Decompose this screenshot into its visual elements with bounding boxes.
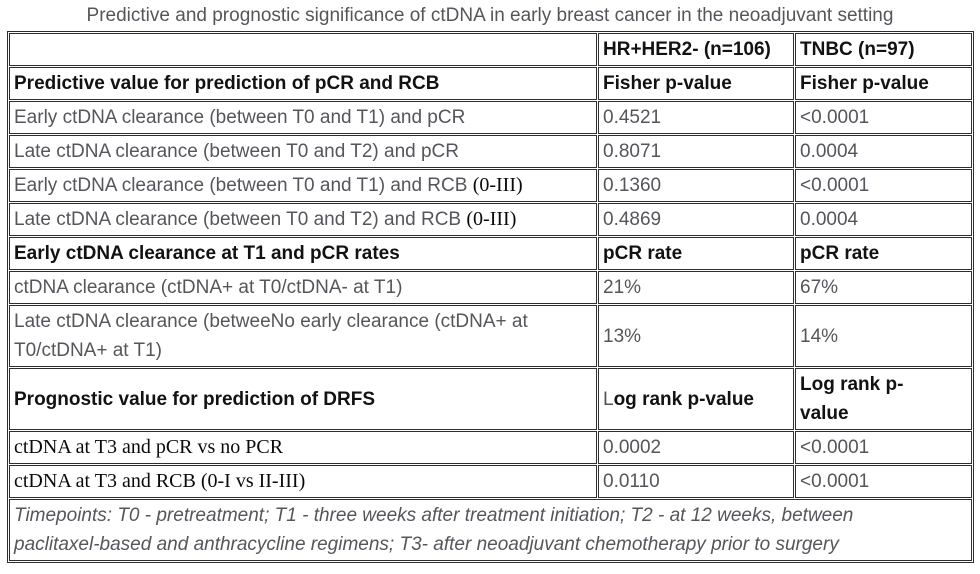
hr-her2-value-cell: 13%: [598, 305, 794, 367]
table-row: ctDNA at T3 and pCR vs no PCR 0.0002 <0.00…: [9, 431, 972, 464]
table-row: Early ctDNA clearance (between T0 and T1…: [9, 101, 972, 134]
cell-text: <0.0001: [800, 175, 870, 196]
cell-text: L: [603, 388, 614, 410]
cell-text: Prognostic value for prediction of DRFS: [14, 388, 376, 410]
cell-text: 0.4869: [603, 209, 662, 230]
cell-text: ctDNA at T3 and RCB (0-I vs II-III): [14, 470, 306, 492]
cell-text: pCR rate: [800, 243, 880, 264]
cell-text: 0.0004: [800, 141, 859, 162]
row-label-cell: Late ctDNA clearance (between T0 and T2)…: [9, 135, 597, 168]
hr-her2-value-cell: 0.8071: [598, 135, 794, 168]
hr-her2-value-cell: 0.0110: [598, 465, 794, 498]
row-label-cell: Prognostic value for prediction of DRFS: [9, 368, 597, 430]
cell-text: Late ctDNA clearance (between T0 and T2)…: [14, 141, 459, 162]
row-label-cell: ctDNA at T3 and RCB (0-I vs II-III): [9, 465, 597, 498]
cell-text: (0-III): [472, 174, 523, 196]
ctdna-significance-table: HR+HER2- (n=106) TNBC (n=97) Predictive va…: [7, 31, 974, 563]
cell-text: Log rank p-value: [800, 374, 904, 424]
table-row: Late ctDNA clearance (betweeNo early cle…: [9, 305, 972, 367]
tnbc-value-cell: TNBC (n=97): [795, 33, 972, 66]
cell-text: 0.4521: [603, 107, 662, 128]
tnbc-value-cell: 14%: [795, 305, 972, 367]
cell-text: Early ctDNA clearance (between T0 and T1…: [14, 175, 473, 196]
cell-text: Early ctDNA clearance at T1 and pCR rate…: [14, 243, 400, 264]
cell-text: 0.0002: [603, 437, 662, 458]
hr-her2-value-cell: Fisher p-value: [598, 67, 794, 100]
cell-text: 0.1360: [603, 175, 662, 196]
table-row: Early ctDNA clearance (between T0 and T1…: [9, 169, 972, 202]
hr-her2-value-cell: 0.4869: [598, 203, 794, 236]
cell-text: <0.0001: [800, 107, 870, 128]
tnbc-value-cell: 0.0004: [795, 203, 972, 236]
footnote-cell: Timepoints: T0 - pretreatment; T1 - thre…: [9, 499, 972, 561]
row-label-cell: Late ctDNA clearance (betweeNo early cle…: [9, 305, 597, 367]
cell-text: Predictive value for prediction of pCR a…: [14, 73, 440, 94]
row-label-cell: [9, 33, 597, 66]
table-row: Late ctDNA clearance (between T0 and T2)…: [9, 203, 972, 236]
row-label-cell: Predictive value for prediction of pCR a…: [9, 67, 597, 100]
cell-text: ctDNA at T3 and pCR vs no PCR: [14, 436, 284, 458]
tnbc-value-cell: <0.0001: [795, 101, 972, 134]
hr-her2-value-cell: pCR rate: [598, 237, 794, 270]
tnbc-value-cell: 67%: [795, 271, 972, 304]
cell-text: Fisher p-value: [800, 73, 929, 94]
table-row: Predictive value for prediction of pCR a…: [9, 67, 972, 100]
table-row: ctDNA clearance (ctDNA+ at T0/ctDNA- at …: [9, 271, 972, 304]
table-body: HR+HER2- (n=106) TNBC (n=97) Predictive va…: [9, 33, 972, 498]
row-label-cell: Early ctDNA clearance at T1 and pCR rate…: [9, 237, 597, 270]
table-row: HR+HER2- (n=106) TNBC (n=97): [9, 33, 972, 66]
cell-text: 67%: [800, 277, 839, 298]
hr-her2-value-cell: HR+HER2- (n=106): [598, 33, 794, 66]
cell-text: <0.0001: [800, 437, 870, 458]
cell-text: og rank p-value: [613, 388, 754, 410]
row-label-cell: Early ctDNA clearance (between T0 and T1…: [9, 169, 597, 202]
table-row: Late ctDNA clearance (between T0 and T2)…: [9, 135, 972, 168]
hr-her2-value-cell: 0.0002: [598, 431, 794, 464]
row-label-cell: ctDNA at T3 and pCR vs no PCR: [9, 431, 597, 464]
cell-text: 0.8071: [603, 141, 662, 162]
tnbc-value-cell: Fisher p-value: [795, 67, 972, 100]
row-label-cell: Late ctDNA clearance (between T0 and T2)…: [9, 203, 597, 236]
hr-her2-value-cell: 21%: [598, 271, 794, 304]
table-row: Early ctDNA clearance at T1 and pCR rate…: [9, 237, 972, 270]
tnbc-value-cell: 0.0004: [795, 135, 972, 168]
cell-text: Fisher p-value: [603, 73, 732, 94]
cell-text: 14%: [800, 325, 839, 347]
page-title: Predictive and prognostic significance o…: [86, 5, 894, 26]
hr-her2-value-cell: 0.4521: [598, 101, 794, 134]
tnbc-value-cell: <0.0001: [795, 465, 972, 498]
cell-text: 21%: [603, 277, 642, 298]
row-label-cell: Early ctDNA clearance (between T0 and T1…: [9, 101, 597, 134]
cell-text: pCR rate: [603, 243, 683, 264]
table-row: Prognostic value for prediction of DRFS L…: [9, 368, 972, 430]
footnote-text: Timepoints: T0 - pretreatment; T1 - thre…: [14, 505, 854, 555]
tnbc-value-cell: <0.0001: [795, 169, 972, 202]
table-footer: Timepoints: T0 - pretreatment; T1 - thre…: [9, 499, 972, 561]
cell-text: Late ctDNA clearance (between T0 and T2)…: [14, 209, 467, 230]
cell-text: 13%: [603, 325, 642, 347]
cell-text: 0.0004: [800, 209, 859, 230]
hr-her2-value-cell: Log rank p-value: [598, 368, 794, 430]
cell-text: 0.0110: [603, 471, 660, 492]
hr-her2-value-cell: 0.1360: [598, 169, 794, 202]
cell-text: ctDNA clearance (ctDNA+ at T0/ctDNA- at …: [14, 277, 403, 298]
table-footnote-row: Timepoints: T0 - pretreatment; T1 - thre…: [9, 499, 972, 561]
table-row: ctDNA at T3 and RCB (0-I vs II-III) 0.011…: [9, 465, 972, 498]
cell-text: Early ctDNA clearance (between T0 and T1…: [14, 107, 466, 128]
cell-text: <0.0001: [800, 471, 870, 492]
cell-text: (0-III): [466, 208, 517, 230]
tnbc-value-cell: <0.0001: [795, 431, 972, 464]
row-label-cell: ctDNA clearance (ctDNA+ at T0/ctDNA- at …: [9, 271, 597, 304]
cell-text: TNBC (n=97): [800, 39, 915, 60]
cell-text: Late ctDNA clearance (betweeNo early cle…: [14, 311, 528, 361]
tnbc-value-cell: pCR rate: [795, 237, 972, 270]
tnbc-value-cell: Log rank p-value: [795, 368, 972, 430]
cell-text: HR+HER2- (n=106): [603, 39, 771, 60]
